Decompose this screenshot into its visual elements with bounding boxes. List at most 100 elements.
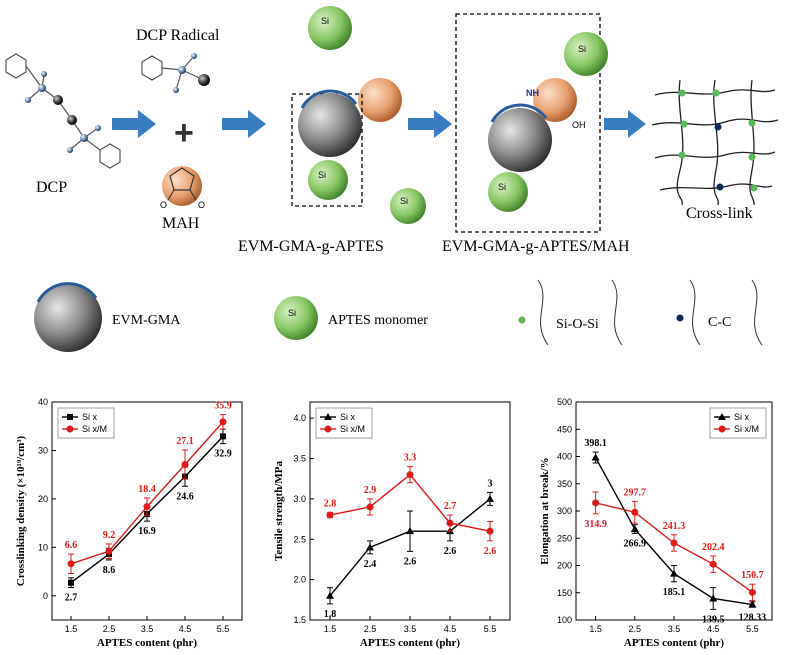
charts-area: 0 10 20 30 40 1.5 2.5 3.5 4.5 5.5 APTES content (p… [15,397,773,649]
series-1 [591,451,757,610]
data-label: 202.4 [702,542,725,553]
p2-nh-label: NH [526,88,539,98]
dcp-molecule [5,53,121,169]
data-label: 314.9 [584,519,607,530]
chart-legend: Si x Si x/M [709,407,767,439]
legend-c-c-label: C-C [708,315,731,330]
reaction-arrow-3 [408,110,452,138]
plus-sign: + [174,114,194,152]
data-label: 2.8 [324,499,337,510]
product2-label: EVM-GMA-g-APTES/MAH [442,238,630,255]
data-point [748,600,757,608]
series-2 [326,466,494,542]
legend-evm-gma: EVM-GMA [34,282,181,352]
y-axis-label: Crosslinking density (×10¹⁹/cm³) [15,435,27,586]
chart-legend: Si x Si x/M [315,407,373,439]
y-tick-label: 0 [43,591,48,601]
p2-si-top: Si [578,44,586,54]
data-label: 27.1 [176,436,194,447]
legend-swatch-marker [67,414,73,420]
series-2 [592,491,756,602]
legend-swatch-marker [718,425,726,433]
data-label: 2.7 [65,593,78,604]
legend-entry: Si x [340,412,356,422]
data-point [105,547,113,555]
data-point [326,511,334,519]
x-axis-label: APTES content (phr) [97,637,198,649]
legend-box [315,407,373,439]
data-label: 35.9 [214,401,232,412]
legend-c-c: C-C [676,279,763,346]
data-label: 2.7 [444,501,457,512]
legend-swatch-marker [66,425,74,433]
y-tick-label: 20 [38,494,48,504]
y-tick-label: 2.0 [293,575,306,585]
data-point [406,471,414,479]
reaction-arrow-4 [604,110,646,138]
mah-molecule: O O [160,166,205,210]
data-label: 8.6 [103,565,116,576]
y-tick-label: 3.0 [293,494,306,504]
data-label: 16.9 [138,526,156,537]
chart-3: 100 150 200 250 300 350 400 450 500 1.5 2.5 3.5 4.5 5… [539,397,773,649]
y-tick-label: 4.0 [293,413,306,423]
data-label: 2.6 [444,546,457,557]
y-tick-label: 40 [38,397,48,407]
data-label: 1.8 [324,609,337,620]
p1-si-mid: Si [318,170,326,180]
legend-aptes: Si APTES monomer [274,296,428,340]
crosslink-label: Cross-link [686,205,753,222]
product1-group: Si Si Si [291,6,426,224]
x-tick-label: 1.5 [589,624,602,634]
y-tick-label: 250 [557,533,572,543]
data-label: 266.9 [624,538,647,549]
mah-o-right: O [198,200,205,210]
crosslink-network [651,79,779,206]
series-1 [326,491,494,605]
x-tick-label: 5.5 [484,624,497,634]
x-tick-label: 2.5 [629,624,642,634]
data-label: 2.6 [484,546,497,557]
series-2 [67,414,227,574]
product1-label: EVM-GMA-g-APTES [238,238,384,255]
data-point [446,519,454,527]
data-label: 3 [488,478,493,489]
data-label: 2.6 [404,556,417,567]
data-point [630,525,639,533]
x-tick-label: 4.5 [707,624,720,634]
dcp-radical-label: DCP Radical [136,27,220,44]
legend-si-o-si-label: Si-O-Si [556,317,599,332]
data-point [592,499,600,507]
legend-entry: Si x [734,412,750,422]
data-label: 150.7 [741,570,764,581]
x-tick-label: 4.5 [444,624,457,634]
data-point [366,503,374,511]
data-point [748,588,756,596]
data-label: 139.5 [702,614,725,625]
data-point [591,453,600,461]
data-label: 297.7 [624,487,647,498]
data-point [709,560,717,568]
data-point [406,527,414,535]
data-label: 128.33 [739,612,767,623]
y-tick-label: 2.5 [293,534,306,544]
mah-label: MAH [162,215,200,232]
y-tick-label: 400 [557,452,572,462]
chart-legend: Si x Si x/M [57,407,115,439]
legend-box [709,407,767,439]
chart-1: 0 10 20 30 40 1.5 2.5 3.5 4.5 5.5 APTES content (p… [15,397,243,649]
data-label: 398.1 [584,438,607,449]
p2-si-bottom: Si [498,182,506,192]
data-label: 24.6 [176,491,194,502]
y-axis-label: Tensile strength/MPa [273,461,285,561]
data-label: 9.2 [103,530,116,541]
legend-swatch-marker [718,413,726,420]
legend-aptes-label: APTES monomer [328,313,428,328]
data-point [143,503,151,511]
y-tick-label: 500 [557,397,572,407]
data-point [670,569,678,577]
x-tick-label: 2.5 [364,624,377,634]
chart-2: 1.5 2.0 2.5 3.0 3.5 4.0 1.5 2.5 3.5 4.5 5.5 APTES c… [273,401,511,649]
legend-entry: Si x/M [340,424,365,434]
x-tick-label: 2.5 [103,624,116,634]
